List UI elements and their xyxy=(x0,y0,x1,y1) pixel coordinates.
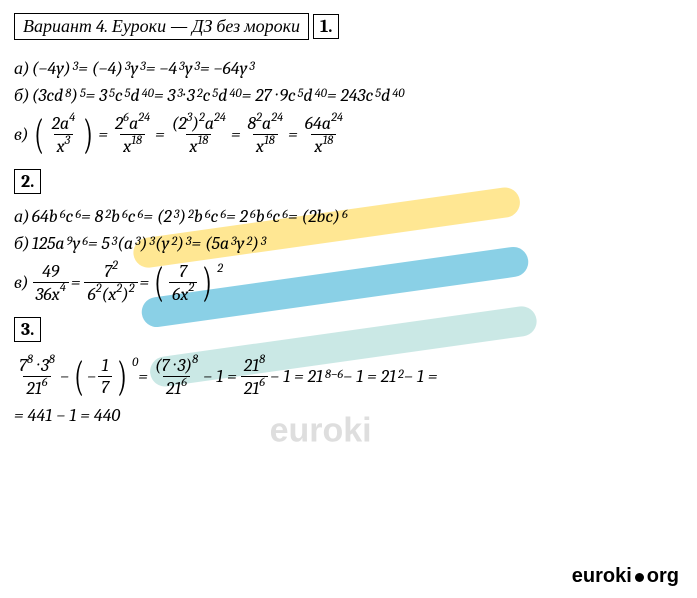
dot-icon xyxy=(635,573,644,582)
section-1-number: 1. xyxy=(313,14,339,39)
footer-text-2: org xyxy=(647,565,679,588)
problem-1b: б) (3cd8 )5 = 35 c5 d40 = 33 · 32 c5 d40… xyxy=(14,85,683,106)
footer-text-1: euroki xyxy=(572,565,632,588)
section-2-number: 2. xyxy=(14,169,41,194)
problem-1a: а) (−4y)3 = (−4)3 y3 = −43 y3 = −64y3 xyxy=(14,58,683,79)
problem-2b: б) 125a9 y6 = 53 (a3 )3 (y2 )3 = (5a3 y2… xyxy=(14,233,683,254)
footer-logo: euroki org xyxy=(572,565,679,588)
problem-3-line1: 78 · 38216 − (− 17 )0 = (7 · 3)8216 − 1 … xyxy=(14,354,683,399)
problem-3-line2: = 441 − 1 = 440 xyxy=(14,405,683,426)
problem-1v: в) ( 2a4x3 ) = 26a24x18 = (23)2a24x18 = … xyxy=(14,112,683,157)
problem-2v: в) 4936x4 = 7262(x2)2 = ( 76x2 )2 xyxy=(14,260,683,305)
section-3-number: 3. xyxy=(14,317,41,342)
stripe-1 xyxy=(131,186,521,270)
header-title: Вариант 4. Еуроки — ДЗ без мороки xyxy=(14,13,309,40)
problem-2a: а) 64b6 c6 = 82 b6 c6 = (23 )2 b6 c6 = 2… xyxy=(14,206,683,227)
